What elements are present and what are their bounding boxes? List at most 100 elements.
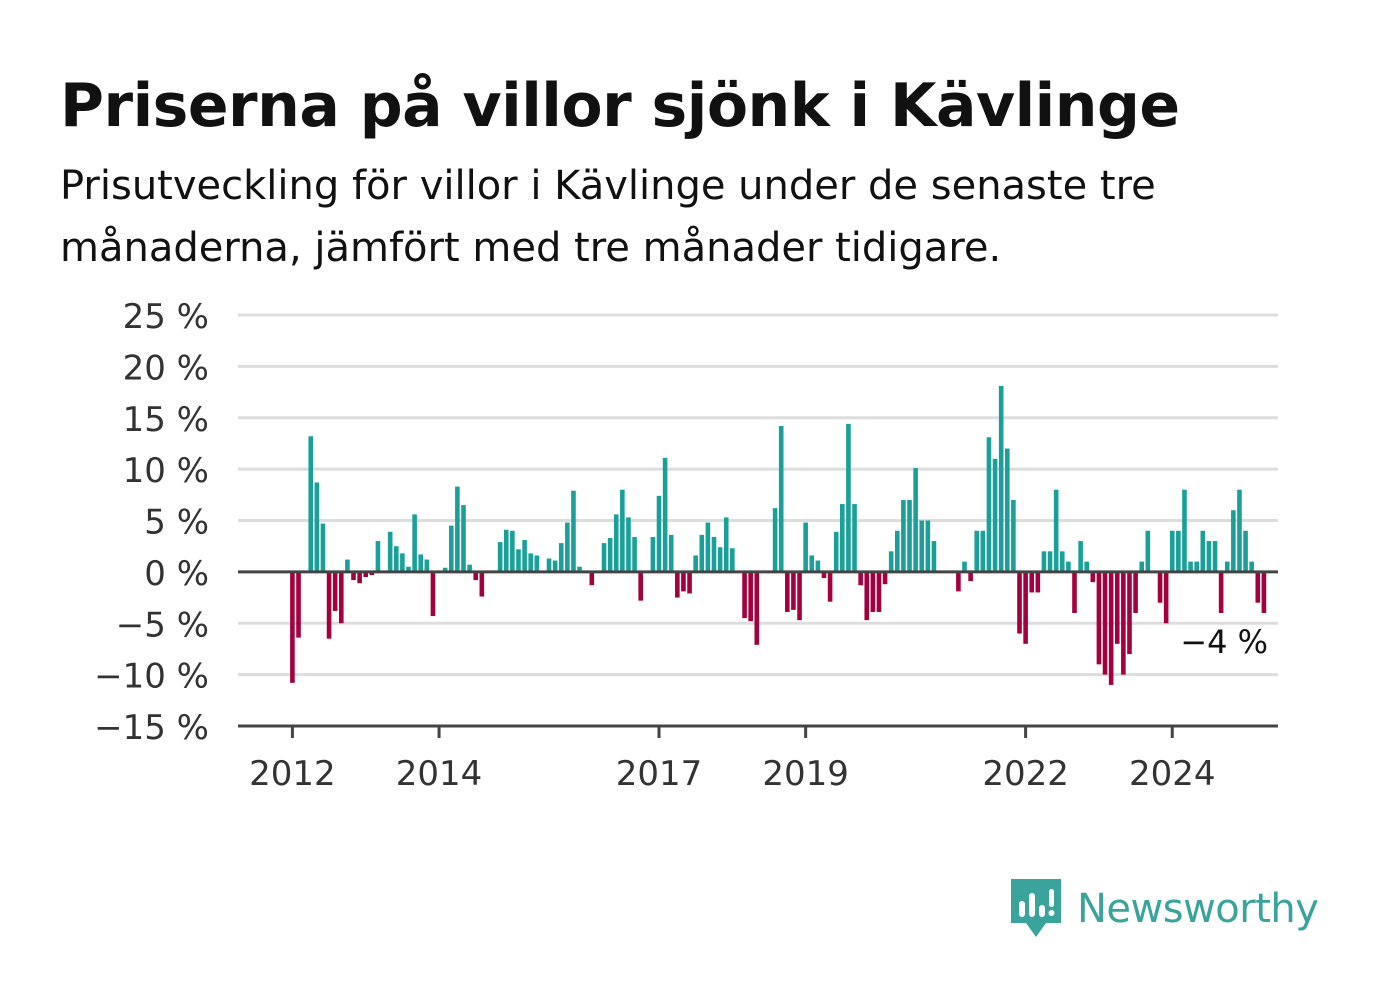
bar	[1243, 530, 1248, 572]
bar	[1011, 499, 1016, 572]
bar	[1114, 571, 1120, 644]
bar	[418, 554, 424, 572]
y-tick-label: 0 %	[144, 554, 209, 594]
bar	[638, 571, 643, 601]
y-tick-label: −15 %	[94, 708, 209, 748]
bar	[754, 571, 760, 645]
bar	[809, 555, 815, 572]
bar	[1249, 561, 1254, 572]
bar	[1163, 571, 1169, 624]
bar	[1206, 541, 1212, 572]
bar	[522, 540, 527, 572]
bar	[1084, 561, 1090, 572]
bar	[797, 571, 802, 621]
bar	[931, 541, 937, 572]
bar	[668, 534, 674, 572]
bar	[552, 560, 558, 572]
bar	[742, 571, 747, 619]
bar	[345, 559, 350, 572]
bar	[656, 495, 662, 572]
y-tick-label: 25 %	[123, 297, 209, 337]
bar	[497, 542, 503, 572]
bar	[1035, 571, 1041, 593]
bar	[705, 522, 711, 572]
bar	[1127, 571, 1132, 655]
brand-name: Newsworthy	[1077, 886, 1319, 932]
bar	[320, 523, 326, 572]
bar	[791, 571, 796, 610]
y-tick-label: −10 %	[94, 657, 209, 697]
bar	[1224, 561, 1230, 572]
bar	[503, 529, 509, 572]
last-value-label: −4 %	[1180, 623, 1268, 661]
bar	[400, 553, 405, 572]
bar	[1066, 561, 1071, 572]
bar	[571, 490, 576, 572]
bar	[534, 555, 540, 572]
bar	[1261, 571, 1267, 613]
chart-subtitle: Prisutveckling för villor i Kävlinge und…	[60, 163, 1156, 271]
bar	[821, 571, 827, 579]
bar	[901, 499, 906, 572]
bar	[968, 571, 973, 582]
bar	[430, 571, 436, 617]
bar	[827, 571, 833, 602]
bar	[1176, 530, 1181, 572]
bar	[803, 522, 808, 572]
y-tick-label: 15 %	[123, 400, 209, 440]
bar	[986, 437, 992, 572]
x-tick-label: 2017	[616, 754, 703, 794]
bar	[1023, 571, 1028, 644]
bar	[1072, 571, 1077, 613]
bar	[1169, 530, 1175, 572]
bar	[375, 541, 381, 572]
bar	[992, 458, 998, 572]
bar	[442, 567, 448, 572]
bar	[1108, 571, 1114, 685]
bar	[1145, 530, 1151, 572]
bar	[1157, 571, 1163, 603]
bar	[565, 522, 570, 572]
bar	[858, 571, 863, 586]
bar	[461, 505, 466, 572]
bar	[693, 555, 698, 572]
newsworthy-bar-chart-icon	[1011, 879, 1061, 937]
bar	[974, 530, 980, 572]
bar	[852, 504, 857, 572]
bar	[290, 571, 295, 683]
bar	[1133, 571, 1138, 613]
bar	[406, 566, 411, 572]
bar	[1090, 571, 1096, 583]
bar	[778, 425, 784, 572]
bar	[546, 558, 552, 572]
bar	[772, 508, 778, 572]
bar	[577, 566, 582, 572]
bar	[1212, 541, 1218, 572]
bar	[882, 571, 888, 585]
bar	[626, 517, 631, 572]
bar	[516, 549, 521, 572]
x-tick-label: 2014	[396, 754, 483, 794]
bar	[925, 520, 931, 572]
x-axis-labels: 2012 2014 2017 2019 2022 2024	[249, 726, 1216, 794]
bar	[1102, 571, 1108, 675]
bar	[1188, 561, 1193, 572]
x-tick-label: 2019	[762, 754, 849, 794]
bar	[1255, 571, 1261, 603]
bar	[833, 531, 839, 572]
x-tick-label: 2012	[249, 754, 336, 794]
bar	[962, 561, 967, 572]
bar	[589, 571, 595, 586]
bar	[888, 551, 894, 572]
bar	[296, 571, 301, 638]
bar	[412, 514, 417, 572]
bar	[363, 571, 369, 578]
bar	[730, 548, 735, 572]
bar	[864, 571, 870, 621]
bar	[980, 530, 986, 572]
bar	[1047, 551, 1053, 572]
bar	[723, 517, 729, 572]
bar	[1139, 561, 1144, 572]
bar	[1004, 448, 1010, 572]
